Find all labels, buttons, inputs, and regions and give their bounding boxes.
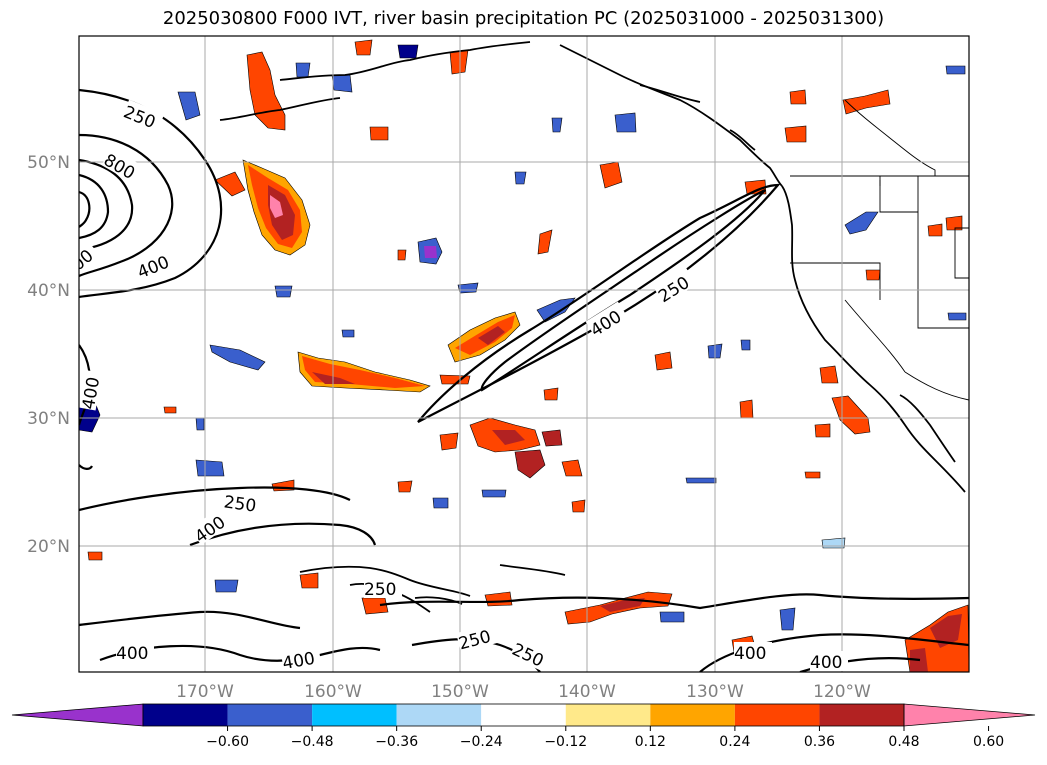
colorbar-tick-label: −0.24 — [460, 734, 503, 750]
lat-label: 40°N — [27, 281, 70, 301]
colorbar-tick-label: −0.36 — [375, 734, 418, 750]
lat-label: 30°N — [27, 409, 70, 429]
latitude-labels: 50°N 40°N 30°N 20°N — [27, 153, 70, 557]
lon-label: 130°W — [686, 682, 744, 702]
lon-label: 150°W — [431, 682, 489, 702]
contour-label: 400 — [281, 649, 316, 674]
contour-label: 250 — [364, 580, 396, 600]
colorbar-segment — [481, 704, 566, 726]
colorbar-tick-label: 0.48 — [888, 734, 919, 750]
colorbar-segment — [143, 704, 228, 726]
colorbar-segment — [650, 704, 735, 726]
colorbar-tick-label: 0.60 — [973, 734, 1004, 750]
coastlines — [219, 41, 966, 613]
colorbar-extend-min — [11, 703, 144, 727]
map-frame — [78, 35, 970, 673]
precip-negative-regions — [79, 44, 967, 631]
colorbar-tick-label: 0.24 — [719, 734, 750, 750]
longitude-labels: 170°W 160°W 150°W 140°W 130°W 120°W — [176, 682, 871, 702]
colorbar-outline — [142, 703, 905, 727]
lat-label: 50°N — [27, 153, 70, 173]
gridlines — [79, 36, 969, 672]
colorbar-segment — [734, 704, 820, 726]
map-title: 2025030800 F000 IVT, river basin precipi… — [162, 8, 885, 29]
colorbar-segment — [565, 704, 651, 726]
colorbar-extend-max — [903, 703, 1036, 727]
colorbar-segment — [819, 704, 904, 726]
contour-label: 250 — [223, 492, 258, 516]
map-plot-area: 250 800 400 400 250 400 250 400 250 250 … — [79, 36, 969, 674]
colorbar-segment — [312, 704, 397, 726]
colorbar-tick-label: 0.36 — [804, 734, 835, 750]
colorbar: −0.60 −0.48 −0.36 −0.24 −0.12 0.12 0.24 0.36 0.4… — [11, 703, 1036, 750]
lat-label: 20°N — [27, 537, 70, 557]
political-borders — [790, 99, 969, 401]
lon-label: 160°W — [304, 682, 362, 702]
colorbar-tick-label: −0.12 — [544, 734, 587, 750]
contour-label: 400 — [116, 644, 148, 664]
colorbar-tick-label: 0.12 — [635, 734, 666, 750]
contour-label: 400 — [734, 644, 766, 664]
contour-labels: 250 800 400 400 250 400 250 400 250 250 … — [79, 99, 848, 674]
colorbar-segment — [396, 704, 482, 726]
lon-label: 120°W — [813, 682, 871, 702]
lon-label: 140°W — [558, 682, 616, 702]
lon-label: 170°W — [176, 682, 234, 702]
colorbar-tick-label: −0.48 — [291, 734, 334, 750]
contour-label: 400 — [810, 653, 842, 673]
colorbar-segment — [227, 704, 313, 726]
colorbar-tick-label: −0.60 — [206, 734, 249, 750]
